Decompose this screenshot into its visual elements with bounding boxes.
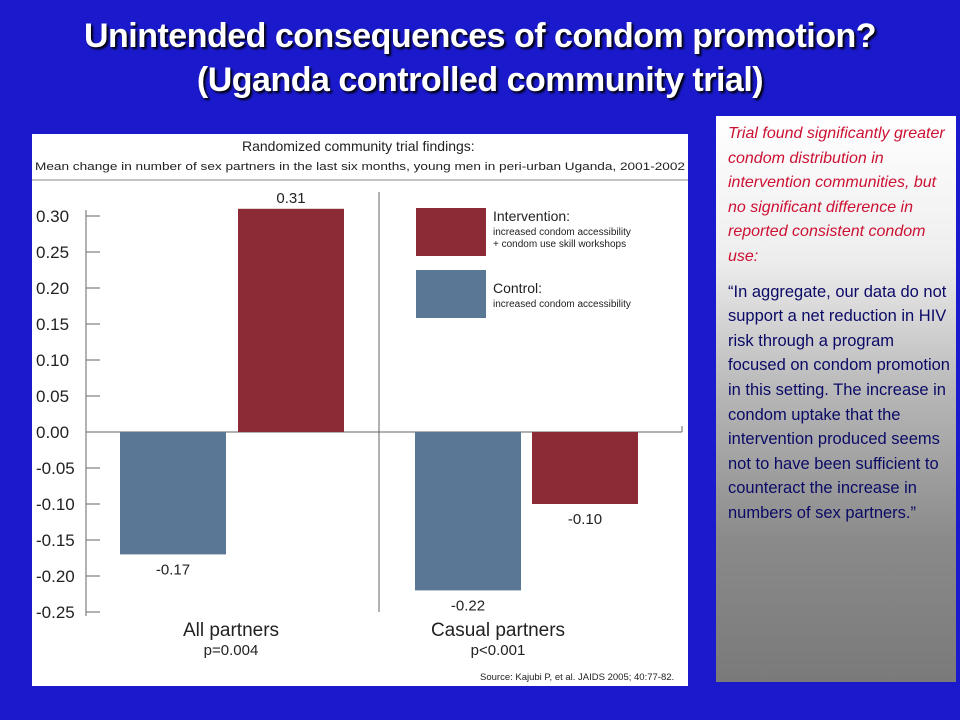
legend-desc-intervention: + condom use skill workshops [493,239,626,250]
y-tick-label: 0.20 [36,279,69,298]
bar-value-label: -0.22 [451,597,485,614]
y-tick-label: 0.30 [36,207,69,226]
chart-title: Randomized community trial findings: [242,138,475,154]
category-label: Casual partners [431,620,565,641]
y-tick-label: -0.20 [36,567,75,586]
bar-intervention-all [238,208,344,432]
category-pvalue: p=0.004 [204,642,259,659]
bar-value-label: -0.10 [568,511,602,528]
y-tick-label: 0.15 [36,315,69,334]
bar-control-all [120,432,226,555]
slide-title: Unintended consequences of condom promot… [0,14,960,102]
bar-intervention-casual [532,432,638,504]
study-quote-text: “In aggregate, our data do not support a… [728,282,950,522]
y-tick-label: 0.00 [36,423,69,442]
title-line-2: (Uganda controlled community trial) [196,61,764,99]
bar-value-label: -0.17 [156,561,190,578]
y-tick-label: -0.15 [36,531,75,550]
legend-desc-control: increased condom accessibility [493,299,631,310]
y-tick-label: 0.05 [36,387,69,406]
y-tick-label: 0.25 [36,243,69,262]
chart-panel: Randomized community trial findings: Mea… [32,134,688,686]
legend-desc-intervention: increased condom accessibility [493,227,631,238]
y-tick-label: -0.10 [36,495,75,514]
y-tick-label: -0.05 [36,459,75,478]
findings-note: Trial found significantly greater condom… [716,116,956,682]
legend-name-control: Control: [493,280,542,296]
legend-name-intervention: Intervention: [493,208,570,224]
bar-value-label: 0.31 [276,190,305,207]
chart-source: Source: Kajubi P, et al. JAIDS 2005; 40:… [480,672,674,683]
category-label: All partners [183,620,279,641]
trial-finding-text: Trial found significantly greater condom… [728,125,945,265]
title-line-1: Unintended consequences of condom promot… [83,17,877,55]
chart-subtitle: Mean change in number of sex partners in… [35,161,685,173]
y-tick-label: 0.10 [36,351,69,370]
bar-control-casual [415,432,521,591]
y-tick-label: -0.25 [36,603,75,622]
bar-chart: Randomized community trial findings: Mea… [32,138,688,683]
legend-swatch-intervention [416,208,486,256]
category-pvalue: p<0.001 [471,642,526,659]
legend-swatch-control [416,270,486,318]
